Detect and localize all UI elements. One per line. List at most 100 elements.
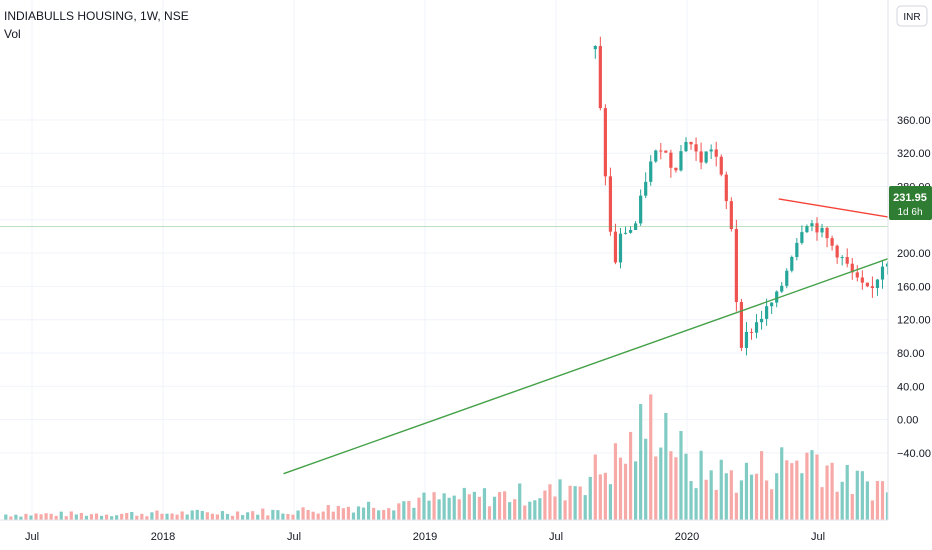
volume-bar [679,431,683,520]
volume-bar [548,484,552,520]
volume-bar [402,501,406,520]
volume-bar [377,510,381,520]
volume-bar [160,513,164,520]
volume-bar [634,461,638,520]
price-tick-label: 40.00 [897,381,925,393]
candle-body [674,167,678,171]
volume-bar [145,516,149,520]
time-tick-label: 2020 [675,531,699,543]
volume-bar [669,451,673,520]
volume-bar [880,481,885,520]
volume-bar [785,460,789,520]
volume-bar [4,514,8,520]
volume-bar [462,487,466,520]
volume-bar [130,512,134,520]
volume-bar [623,463,628,520]
price-tick-label: 320.00 [897,148,931,160]
candle-body [865,282,869,287]
volume-bar [382,510,386,520]
volume-bar [120,513,124,520]
candle-body [709,149,713,152]
volume-bar [649,394,653,520]
volume-bar [44,513,48,520]
volume-bar [180,511,184,520]
volume-bar [397,503,401,520]
price-tick-label: 160.00 [897,281,931,293]
time-axis-background [0,520,932,550]
volume-bar [497,492,502,520]
volume-bar [472,491,476,520]
volume-bar [628,431,633,520]
volume-bar [331,511,335,520]
volume-bar [135,515,139,520]
candle-body [729,201,733,230]
volume-bar [366,501,371,520]
volume-bar [34,513,38,520]
candle-body [623,232,628,234]
volume-bar [39,514,43,520]
volume-bar [346,506,351,520]
candle-body [770,302,774,307]
price-tick-label: 120.00 [897,315,931,327]
volume-bar [286,513,290,520]
trendlines[interactable] [283,0,932,475]
candle-body [719,156,723,175]
volume-bar [372,507,376,520]
volume-bar [865,481,869,520]
volume-bar [775,473,779,520]
volume-bar [598,474,602,520]
volume-bar [341,508,345,520]
volume-bar [573,486,577,520]
volume-bar [553,496,557,520]
candle-body [795,242,799,257]
volume-bar [739,480,744,520]
volume-bar [200,511,204,520]
trendline-resistance[interactable] [778,198,932,257]
volume-bar [235,511,240,520]
candle-body [765,306,769,319]
volume-bar [301,507,305,520]
volume-bar [155,510,159,520]
candle-body [780,285,784,292]
volume-bar [714,489,718,520]
volume-bar [230,515,235,520]
volume-legend-label[interactable]: Vol [4,27,21,41]
volume-bar [613,443,618,520]
volume-bar [205,512,209,520]
volume-bar [639,404,643,520]
time-axis[interactable]: Jul2018Jul2019Jul2020Jul2021Jul2022Jul20… [25,531,932,543]
time-tick-label: Jul [811,531,825,543]
volume-bar [467,494,471,520]
candle-body [734,229,738,303]
volume-bar [361,507,366,520]
volume-bar [835,491,839,520]
candle-body [694,144,698,152]
candle-body [739,302,744,348]
price-tick-label: 0.00 [897,415,918,427]
candle-body [880,266,885,280]
currency-button[interactable]: INR [896,5,928,27]
volume-bar [442,493,446,520]
volume-bar [603,472,607,520]
volume-bar [659,447,663,520]
volume-bar [89,514,94,520]
trendline-support[interactable] [283,0,932,475]
volume-bar [84,515,89,520]
symbol-title[interactable]: INDIABULLS HOUSING, 1W, NSE [4,9,189,23]
candle-body [825,227,829,239]
volume-bar [674,457,678,520]
candle-body [628,230,633,233]
volume-bar [482,488,487,520]
volume-bar [533,500,537,520]
volume-bar [175,514,179,520]
candle-body [649,161,653,182]
time-tick-label: Jul [25,531,39,543]
volume-bar [800,473,804,520]
candle-body [810,223,814,227]
volume-bars [4,394,932,520]
volume-bar [845,465,849,520]
candle-body [593,46,597,50]
volume-bar [719,459,723,520]
volume-bar [588,476,592,520]
